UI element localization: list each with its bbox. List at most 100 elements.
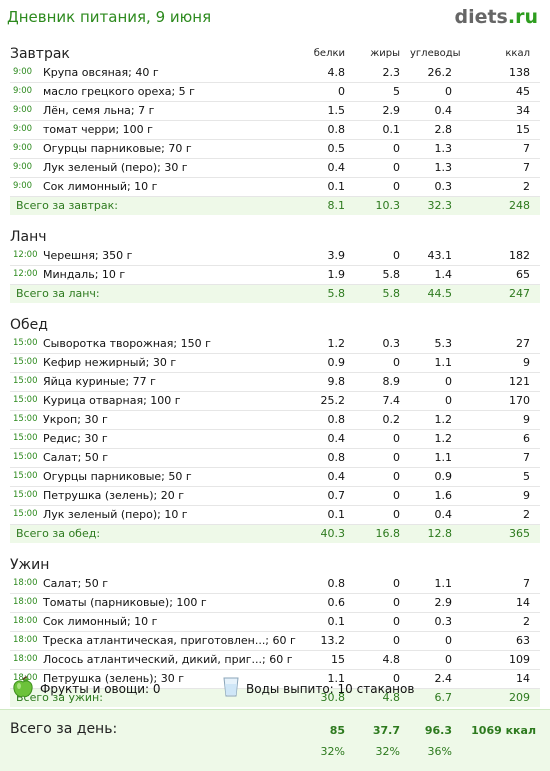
fat-value: 7.4 bbox=[382, 394, 401, 407]
fat-value: 2.3 bbox=[382, 66, 401, 79]
site-logo[interactable]: diets.ru bbox=[454, 6, 538, 28]
table-row[interactable]: 9:00 Огурцы парниковые; 70 г 0.5 0 1.3 7 bbox=[10, 140, 540, 159]
kcal-value: 6 bbox=[523, 432, 530, 445]
table-row[interactable]: 9:00 Сок лимонный; 10 г 0.1 0 0.3 2 bbox=[10, 178, 540, 197]
table-row[interactable]: 15:00 Сыворотка творожная; 150 г 1.2 0.3 5.3… bbox=[10, 335, 540, 354]
logo-tld: .ru bbox=[507, 6, 538, 28]
fat-value: 0 bbox=[393, 489, 400, 502]
meal-time: 15:00 bbox=[13, 490, 38, 500]
food-name[interactable]: Петрушка (зелень); 20 г bbox=[43, 489, 185, 502]
meal-time: 18:00 bbox=[13, 597, 38, 607]
table-row[interactable]: 12:00 Черешня; 350 г 3.9 0 43.1 182 bbox=[10, 247, 540, 266]
food-name[interactable]: Кефир нежирный; 30 г bbox=[43, 356, 177, 369]
kcal-value: 182 bbox=[509, 249, 530, 262]
food-name[interactable]: Миндаль; 10 г bbox=[43, 268, 126, 281]
table-row[interactable]: 15:00 Петрушка (зелень); 20 г 0.7 0 1.6 9 bbox=[10, 487, 540, 506]
meal-time: 18:00 bbox=[13, 578, 38, 588]
food-name[interactable]: Сыворотка творожная; 150 г bbox=[43, 337, 211, 350]
day-protein-pct: 32% bbox=[320, 745, 345, 758]
logo-main: diets bbox=[454, 6, 508, 28]
carbs-value: 1.4 bbox=[434, 268, 453, 281]
table-row[interactable]: 12:00 Миндаль; 10 г 1.9 5.8 1.4 65 bbox=[10, 266, 540, 285]
food-name[interactable]: Лосось атлантический, дикий, приг...; 60… bbox=[43, 653, 293, 666]
food-name[interactable]: Курица отварная; 100 г bbox=[43, 394, 181, 407]
fat-value: 0 bbox=[393, 180, 400, 193]
table-row[interactable]: 9:00 Крупа овсяная; 40 г 4.8 2.3 26.2 138 bbox=[10, 64, 540, 83]
food-name[interactable]: Томаты (парниковые); 100 г bbox=[43, 596, 207, 609]
meal-header: Завтрак белки жиры углеводы ккал bbox=[10, 44, 540, 64]
food-name[interactable]: Лён, семя льна; 7 г bbox=[43, 104, 155, 117]
carbs-value: 0.3 bbox=[434, 180, 453, 193]
table-row[interactable]: 9:00 Лён, семя льна; 7 г 1.5 2.9 0.4 34 bbox=[10, 102, 540, 121]
table-row[interactable]: 18:00 Томаты (парниковые); 100 г 0.6 0 2.9 14 bbox=[10, 594, 540, 613]
fat-value: 2.9 bbox=[382, 104, 401, 117]
page-title: Дневник питания, 9 июня bbox=[7, 8, 212, 26]
day-kcal: 1069 ккал bbox=[471, 724, 536, 737]
table-row[interactable]: 18:00 Сок лимонный; 10 г 0.1 0 0.3 2 bbox=[10, 613, 540, 632]
table-row[interactable]: 15:00 Редис; 30 г 0.4 0 1.2 6 bbox=[10, 430, 540, 449]
water-glass-icon bbox=[222, 676, 240, 701]
meal-time: 15:00 bbox=[13, 509, 38, 519]
protein-value: 0.5 bbox=[327, 142, 346, 155]
food-name[interactable]: Укроп; 30 г bbox=[43, 413, 108, 426]
table-row[interactable]: 15:00 Кефир нежирный; 30 г 0.9 0 1.1 9 bbox=[10, 354, 540, 373]
food-name[interactable]: Салат; 50 г bbox=[43, 451, 109, 464]
table-row[interactable]: 15:00 Огурцы парниковые; 50 г 0.4 0 0.9 5 bbox=[10, 468, 540, 487]
meal-time: 12:00 bbox=[13, 250, 38, 260]
food-name[interactable]: Редис; 30 г bbox=[43, 432, 108, 445]
total-kcal: 209 bbox=[509, 691, 530, 704]
food-name[interactable]: масло грецкого ореха; 5 г bbox=[43, 85, 195, 98]
food-name[interactable]: Сок лимонный; 10 г bbox=[43, 180, 158, 193]
food-name[interactable]: Сок лимонный; 10 г bbox=[43, 615, 158, 628]
section-gap bbox=[10, 215, 540, 227]
food-name[interactable]: Черешня; 350 г bbox=[43, 249, 133, 262]
food-name[interactable]: Огурцы парниковые; 50 г bbox=[43, 470, 192, 483]
table-row[interactable]: 18:00 Лосось атлантический, дикий, приг..… bbox=[10, 651, 540, 670]
table-row[interactable]: 18:00 Салат; 50 г 0.8 0 1.1 7 bbox=[10, 575, 540, 594]
total-fat: 16.8 bbox=[375, 527, 401, 540]
kcal-value: 63 bbox=[516, 634, 530, 647]
meal-time: 15:00 bbox=[13, 357, 38, 367]
table-row[interactable]: 9:00 Лук зеленый (перо); 30 г 0.4 0 1.3 7 bbox=[10, 159, 540, 178]
table-row[interactable]: 9:00 томат черри; 100 г 0.8 0.1 2.8 15 bbox=[10, 121, 540, 140]
food-name[interactable]: Лук зеленый (перо); 30 г bbox=[43, 161, 188, 174]
extras-bar: Фрукты и овощи: 0 Воды выпито: 10 стакан… bbox=[10, 676, 540, 702]
kcal-value: 14 bbox=[516, 596, 530, 609]
protein-value: 0 bbox=[338, 85, 345, 98]
food-name[interactable]: Огурцы парниковые; 70 г bbox=[43, 142, 192, 155]
kcal-value: 45 bbox=[516, 85, 530, 98]
protein-value: 9.8 bbox=[327, 375, 346, 388]
meal-time: 9:00 bbox=[13, 105, 33, 115]
food-name[interactable]: Салат; 50 г bbox=[43, 577, 109, 590]
carbs-value: 1.1 bbox=[434, 451, 453, 464]
protein-value: 15 bbox=[331, 653, 345, 666]
kcal-value: 121 bbox=[509, 375, 530, 388]
kcal-value: 109 bbox=[509, 653, 530, 666]
total-protein: 8.1 bbox=[327, 199, 346, 212]
food-name[interactable]: томат черри; 100 г bbox=[43, 123, 153, 136]
table-row[interactable]: 15:00 Лук зеленый (перо); 10 г 0.1 0 0.4 2 bbox=[10, 506, 540, 525]
food-name[interactable]: Треска атлантическая, приготовлен...; 60… bbox=[43, 634, 296, 647]
food-name[interactable]: Лук зеленый (перо); 10 г bbox=[43, 508, 188, 521]
protein-value: 0.1 bbox=[327, 615, 346, 628]
carbs-value: 43.1 bbox=[427, 249, 453, 262]
table-row[interactable]: 18:00 Треска атлантическая, приготовлен..… bbox=[10, 632, 540, 651]
meal-title: Завтрак bbox=[10, 46, 70, 62]
fat-value: 5 bbox=[393, 85, 400, 98]
food-name[interactable]: Яйца куриные; 77 г bbox=[43, 375, 156, 388]
total-protein: 40.3 bbox=[320, 527, 346, 540]
meal-time: 9:00 bbox=[13, 162, 33, 172]
food-name[interactable]: Крупа овсяная; 40 г bbox=[43, 66, 159, 79]
table-row[interactable]: 15:00 Укроп; 30 г 0.8 0.2 1.2 9 bbox=[10, 411, 540, 430]
table-row[interactable]: 15:00 Салат; 50 г 0.8 0 1.1 7 bbox=[10, 449, 540, 468]
table-row[interactable]: 9:00 масло грецкого ореха; 5 г 0 5 0 45 bbox=[10, 83, 540, 102]
fat-value: 0 bbox=[393, 432, 400, 445]
meal-time: 15:00 bbox=[13, 452, 38, 462]
total-carbs: 12.8 bbox=[427, 527, 453, 540]
carbs-value: 0 bbox=[445, 375, 452, 388]
table-row[interactable]: 15:00 Курица отварная; 100 г 25.2 7.4 0 170 bbox=[10, 392, 540, 411]
food-name[interactable]: Петрушка (зелень); 30 г bbox=[43, 672, 185, 685]
meal-title: Ужин bbox=[10, 557, 50, 573]
kcal-value: 2 bbox=[523, 180, 530, 193]
table-row[interactable]: 15:00 Яйца куриные; 77 г 9.8 8.9 0 121 bbox=[10, 373, 540, 392]
